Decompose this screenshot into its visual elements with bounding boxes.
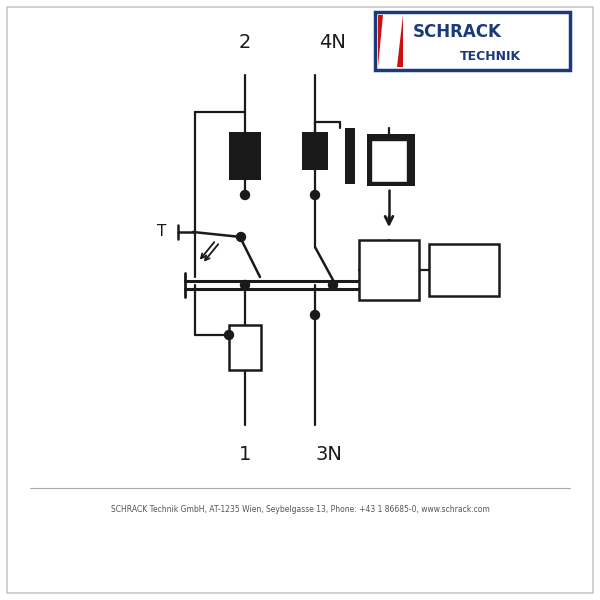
- Bar: [375, 12, 570, 70]
- Circle shape: [236, 232, 245, 241]
- Text: SCHRACK Technik GmbH, AT-1235 Wien, Seybelgasse 13, Phone: +43 1 86685-0, www.sc: SCHRACK Technik GmbH, AT-1235 Wien, Seyb…: [110, 505, 490, 514]
- Bar: [371, 140, 407, 182]
- Circle shape: [241, 191, 250, 199]
- Bar: [229, 132, 261, 180]
- Circle shape: [311, 311, 320, 319]
- Bar: [229, 325, 261, 370]
- Bar: [302, 132, 328, 170]
- Circle shape: [224, 331, 233, 340]
- Polygon shape: [378, 15, 403, 67]
- Bar: [367, 134, 415, 186]
- Text: 3N: 3N: [316, 445, 343, 464]
- Bar: [359, 240, 419, 300]
- Text: H: H: [456, 260, 472, 280]
- Text: SCHRACK: SCHRACK: [413, 23, 502, 41]
- Circle shape: [311, 191, 320, 199]
- Polygon shape: [378, 15, 403, 67]
- Text: 1: 1: [239, 445, 251, 464]
- Text: 4N: 4N: [320, 33, 346, 52]
- Text: TECHNIK: TECHNIK: [460, 49, 521, 62]
- Circle shape: [329, 280, 337, 289]
- Circle shape: [241, 280, 250, 289]
- Bar: [429, 244, 499, 296]
- Text: T: T: [157, 224, 166, 239]
- Text: 2: 2: [239, 33, 251, 52]
- Bar: [345, 128, 355, 184]
